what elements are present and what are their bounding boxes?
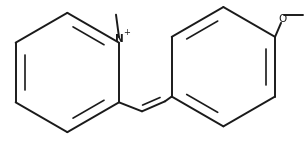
Text: +: + xyxy=(124,28,130,37)
Text: O: O xyxy=(278,14,286,24)
Text: N: N xyxy=(115,34,124,44)
